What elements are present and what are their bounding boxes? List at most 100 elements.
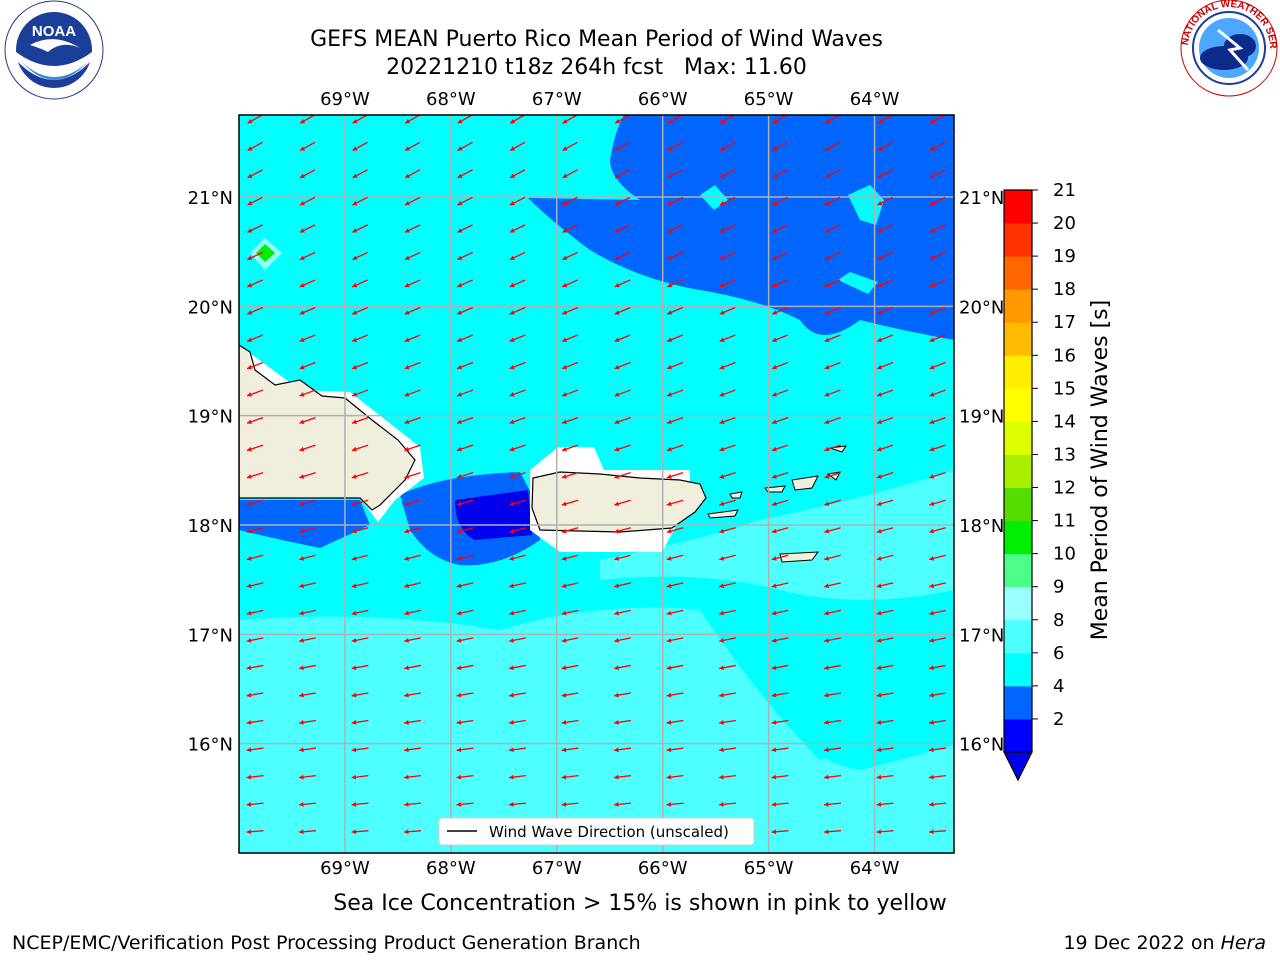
- wind-wave-arrow: [823, 774, 842, 780]
- wind-wave-arrow: [457, 169, 473, 179]
- wind-wave-arrow: [246, 499, 264, 507]
- wind-wave-arrow: [666, 472, 684, 479]
- wind-wave-arrow: [247, 251, 263, 261]
- wind-wave-arrow: [719, 251, 736, 261]
- wind-wave-arrow: [771, 444, 789, 452]
- colorbar-tick-label: 2: [1053, 709, 1064, 730]
- longitude-label: 69°W: [320, 89, 370, 110]
- colorbar-segment: [1004, 553, 1032, 588]
- footer-date-text: 19 Dec 2022 on: [1063, 932, 1221, 954]
- wind-wave-arrow: [404, 664, 421, 671]
- wind-wave-arrow: [666, 499, 684, 507]
- colorbar-tick-label: 16: [1053, 345, 1076, 366]
- wind-wave-arrow: [299, 251, 316, 261]
- wind-wave-arrow: [824, 361, 841, 370]
- wind-wave-arrow: [352, 251, 368, 261]
- wind-wave-arrow: [351, 444, 369, 452]
- wind-wave-arrow: [509, 664, 526, 671]
- wind-wave-arrow: [246, 802, 264, 807]
- colorbar-tick-label: 13: [1053, 444, 1076, 465]
- wind-wave-arrow: [666, 802, 684, 807]
- wind-wave-arrow: [351, 499, 369, 507]
- wind-wave-arrow: [299, 196, 316, 206]
- wind-wave-arrow: [771, 802, 789, 807]
- wind-wave-arrow: [404, 637, 421, 643]
- colorbar-segment: [1004, 685, 1032, 720]
- wind-wave-arrow: [876, 334, 894, 343]
- wind-wave-arrow: [351, 719, 369, 725]
- wind-wave-arrow: [508, 747, 527, 753]
- wind-wave-arrow: [456, 361, 474, 370]
- wind-wave-arrow: [299, 609, 316, 616]
- wind-wave-arrow: [666, 582, 684, 589]
- wind-wave-arrow: [456, 719, 474, 725]
- wind-wave-arrow: [508, 774, 527, 780]
- wind-wave-direction-arrows: [246, 115, 947, 835]
- wind-wave-arrow: [772, 115, 788, 124]
- wind-wave-arrow: [299, 389, 316, 397]
- colorbar-segment: [1004, 619, 1032, 654]
- colorbar-tick-label: 21: [1053, 180, 1076, 201]
- wind-wave-arrow: [351, 389, 369, 397]
- wind-wave-arrow: [719, 582, 736, 589]
- wind-wave-arrow: [351, 554, 369, 561]
- wind-wave-arrow: [561, 444, 579, 452]
- wind-wave-arrow: [246, 747, 264, 753]
- wind-wave-arrow: [667, 115, 683, 124]
- wind-wave-arrow: [561, 416, 579, 425]
- wind-wave-arrow: [351, 361, 369, 370]
- wind-wave-arrow: [824, 334, 841, 343]
- wind-wave-arrow: [719, 334, 736, 343]
- colorbar-tick-label: 17: [1053, 312, 1076, 333]
- wind-wave-arrow: [876, 637, 894, 643]
- wind-wave-arrow: [719, 196, 736, 206]
- wind-wave-arrow: [404, 279, 421, 288]
- wind-wave-arrow: [929, 169, 946, 179]
- wind-wave-arrow: [456, 472, 474, 479]
- colorbar-segment: [1004, 520, 1032, 555]
- wind-wave-arrow: [508, 802, 527, 807]
- colorbar-segment: [1004, 190, 1032, 224]
- wind-wave-arrow: [509, 115, 526, 124]
- wind-wave-arrow: [719, 692, 736, 698]
- colorbar-tick-label: 15: [1053, 378, 1076, 399]
- wind-wave-arrow: [404, 306, 421, 315]
- wind-wave-arrow: [876, 609, 894, 616]
- wind-wave-arrow: [824, 251, 841, 261]
- wind-wave-arrow: [667, 169, 683, 179]
- wind-wave-arrow: [562, 141, 578, 152]
- map-area: [239, 115, 954, 853]
- wind-wave-arrow: [613, 774, 632, 780]
- wind-wave-arrow: [929, 554, 946, 561]
- wind-wave-arrow: [666, 664, 684, 671]
- latitude-label: 20°N: [188, 297, 233, 318]
- wind-wave-arrow: [561, 279, 579, 288]
- wind-wave-arrow: [403, 829, 422, 835]
- wind-wave-arrow: [561, 472, 579, 479]
- wind-wave-arrow: [456, 664, 474, 671]
- colorbar-extend-arrow: [1003, 751, 1033, 782]
- colorbar-segment: [1004, 586, 1032, 621]
- wind-wave-arrow: [876, 472, 894, 479]
- wind-wave-arrow: [246, 527, 264, 534]
- wind-wave-arrow: [771, 334, 789, 343]
- wind-wave-arrow: [509, 692, 526, 698]
- wind-wave-arrow: [246, 361, 264, 370]
- wind-wave-arrow: [561, 692, 579, 698]
- wind-wave-arrow: [351, 582, 369, 589]
- wind-wave-arrow: [666, 554, 684, 561]
- wind-wave-arrow: [929, 334, 946, 343]
- wind-wave-arrow: [404, 416, 421, 425]
- wind-wave-arrow: [771, 582, 789, 589]
- wind-wave-arrow: [457, 115, 473, 124]
- wind-wave-arrow: [718, 747, 737, 753]
- footer-credit: NCEP/EMC/Verification Post Processing Pr…: [12, 932, 641, 954]
- wind-wave-arrow: [298, 829, 317, 835]
- wind-wave-arrow: [666, 279, 684, 288]
- wind-wave-arrow: [246, 609, 264, 616]
- wind-wave-arrow: [718, 802, 737, 807]
- wind-wave-arrow: [877, 251, 893, 261]
- wind-wave-arrow: [929, 472, 946, 479]
- wind-wave-arrow: [456, 334, 474, 343]
- wind-wave-arrow: [929, 389, 946, 397]
